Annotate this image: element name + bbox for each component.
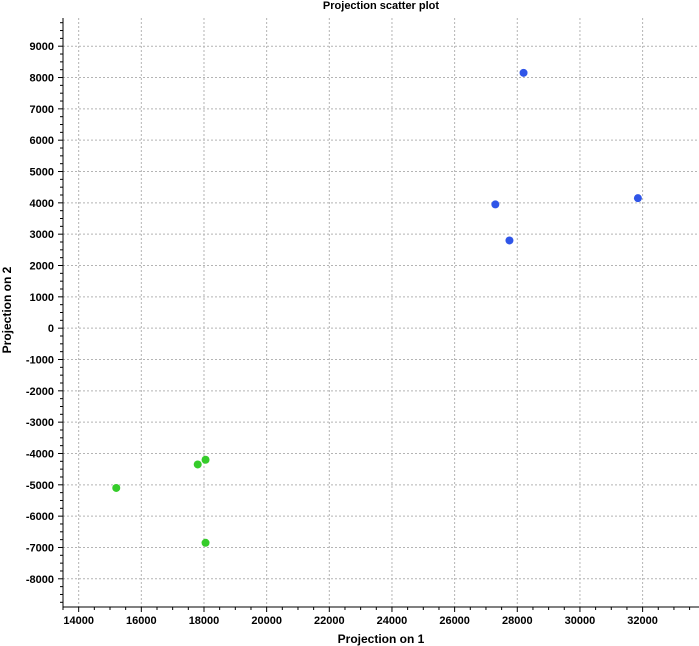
y-tick-label: -6000: [26, 511, 54, 523]
y-tick-label: 8000: [30, 73, 54, 85]
x-axis-label: Projection on 1: [338, 632, 425, 646]
y-tick-label: 7000: [30, 104, 54, 116]
y-tick-label: 1000: [30, 292, 54, 304]
y-tick-label: 5000: [30, 167, 54, 179]
data-point: [112, 483, 121, 492]
chart-title: Projection scatter plot: [323, 0, 439, 12]
y-tick-label: 2000: [30, 261, 54, 273]
y-tick-label: -5000: [26, 480, 54, 492]
data-points: [112, 68, 642, 547]
x-tick-label: 18000: [189, 615, 220, 627]
x-tick-label: 28000: [502, 615, 533, 627]
data-point: [491, 200, 500, 209]
data-point: [505, 236, 514, 245]
y-tick-label: 3000: [30, 229, 54, 241]
x-tick-label: 20000: [251, 615, 282, 627]
y-tick-label: -4000: [26, 448, 54, 460]
data-point: [201, 538, 210, 547]
grid: [63, 18, 699, 607]
x-tick-label: 14000: [63, 615, 94, 627]
y-tick-label: 6000: [30, 135, 54, 147]
x-tick-label: 16000: [126, 615, 157, 627]
y-tick-label: -2000: [26, 386, 54, 398]
y-tick-label: -8000: [26, 574, 54, 586]
x-tick-label: 24000: [377, 615, 408, 627]
data-point: [519, 68, 528, 77]
axes: 14000 16000 18000 20000 22000 24000 26000 28000…: [26, 18, 699, 627]
data-point: [633, 194, 642, 203]
x-tick-label: 26000: [439, 615, 470, 627]
x-tick-label: 30000: [565, 615, 596, 627]
y-tick-label: -3000: [26, 417, 54, 429]
y-tick-label: -7000: [26, 542, 54, 554]
y-tick-label: 9000: [30, 41, 54, 53]
x-tick-label: 32000: [627, 615, 658, 627]
y-tick-label: -1000: [26, 354, 54, 366]
data-point: [201, 455, 210, 464]
data-point: [193, 460, 202, 469]
y-tick-label: 0: [48, 323, 54, 335]
y-tick-label: 4000: [30, 198, 54, 210]
y-axis-label: Projection on 2: [0, 266, 14, 353]
x-tick-label: 22000: [314, 615, 345, 627]
